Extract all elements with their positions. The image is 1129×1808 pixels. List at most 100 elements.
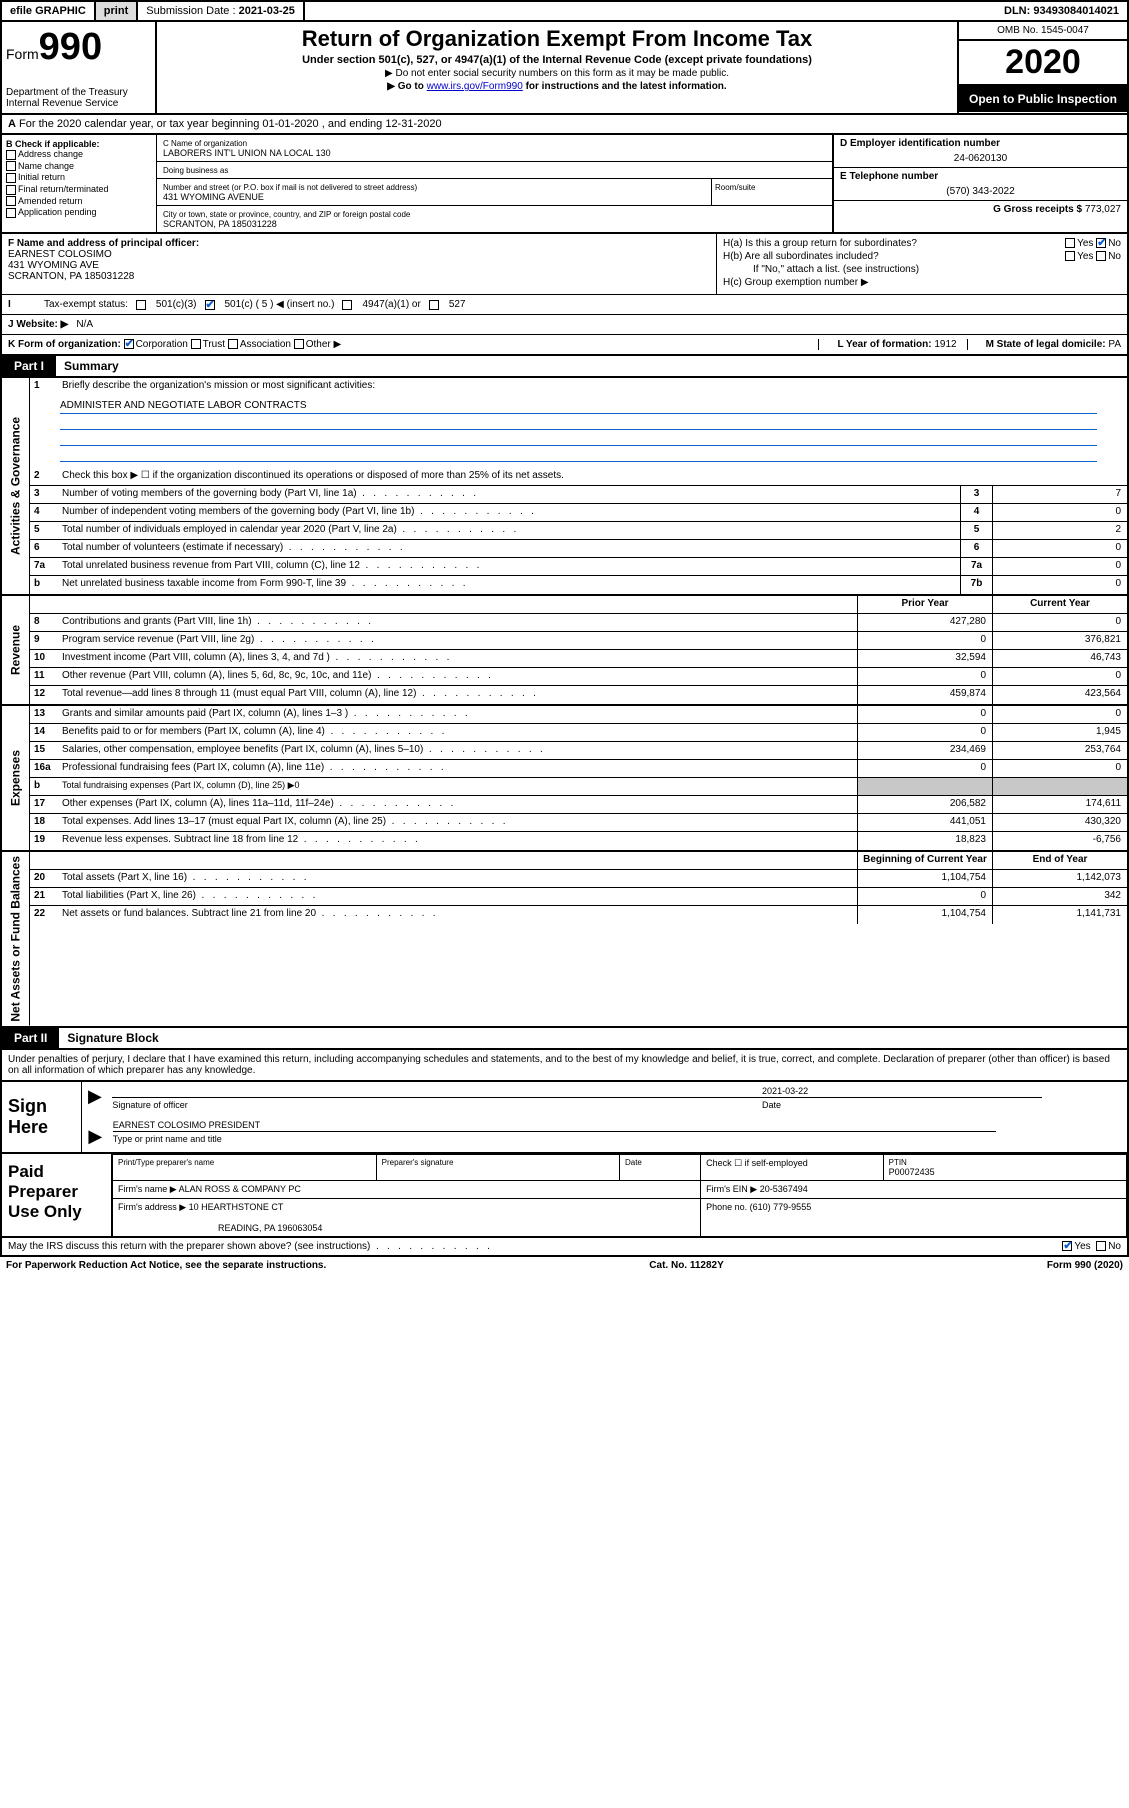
summary-expenses: Expenses 13Grants and similar amounts pa… [0, 706, 1129, 852]
summary-netassets: Net Assets or Fund Balances Beginning of… [0, 852, 1129, 1028]
header-center: Return of Organization Exempt From Incom… [157, 22, 957, 113]
irs-discuss: May the IRS discuss this return with the… [0, 1238, 1129, 1257]
table-row: 8Contributions and grants (Part VIII, li… [30, 614, 1127, 632]
k-corp[interactable] [124, 339, 134, 349]
discuss-no[interactable] [1096, 1241, 1106, 1251]
form-title: Return of Organization Exempt From Incom… [161, 26, 953, 52]
perjury-declaration: Under penalties of perjury, I declare th… [2, 1050, 1127, 1082]
table-row: 21Total liabilities (Part X, line 26)034… [30, 888, 1127, 906]
part2-header: Part II Signature Block [0, 1028, 1129, 1050]
side-governance: Activities & Governance [2, 378, 30, 594]
g-gross-receipts: G Gross receipts $ 773,027 [834, 201, 1127, 231]
room-suite: Room/suite [712, 179, 832, 206]
table-row: 3Number of voting members of the governi… [30, 486, 1127, 504]
k-trust[interactable] [191, 339, 201, 349]
k-other[interactable] [294, 339, 304, 349]
c-name: C Name of organization LABORERS INT'L UN… [157, 135, 832, 162]
table-row: 4Number of independent voting members of… [30, 504, 1127, 522]
ts-527[interactable] [429, 300, 439, 310]
omb-number: OMB No. 1545-0047 [959, 22, 1127, 41]
paid-preparer: Paid Preparer Use Only Print/Type prepar… [2, 1154, 1127, 1236]
d-ein: D Employer identification number 24-0620… [834, 135, 1127, 168]
cb-application-pending[interactable]: Application pending [6, 207, 152, 218]
sign-here: Sign Here ▶ 2021-03-22 Signature of offi… [2, 1082, 1127, 1154]
submission-date: Submission Date : 2021-03-25 [138, 2, 305, 20]
c-city: City or town, state or province, country… [157, 206, 832, 232]
col-deg: D Employer identification number 24-0620… [832, 135, 1127, 232]
ha-no[interactable] [1096, 238, 1106, 248]
table-row: 19Revenue less expenses. Subtract line 1… [30, 832, 1127, 850]
cb-address-change[interactable]: Address change [6, 149, 152, 160]
table-row: 10Investment income (Part VIII, column (… [30, 650, 1127, 668]
efile-label: efile GRAPHIC [2, 2, 96, 20]
table-row: 20Total assets (Part X, line 16)1,104,75… [30, 870, 1127, 888]
part1-header: Part I Summary [0, 356, 1129, 378]
tax-year: 2020 [959, 41, 1127, 86]
print-button[interactable]: print [96, 2, 138, 20]
table-row: 6Total number of volunteers (estimate if… [30, 540, 1127, 558]
row-a: A For the 2020 calendar year, or tax yea… [0, 115, 1129, 135]
arrow-icon: ▶ [88, 1126, 102, 1146]
dln: DLN: 93493084014021 [996, 2, 1127, 20]
table-row: 12Total revenue—add lines 8 through 11 (… [30, 686, 1127, 704]
b-label: B Check if applicable: [6, 139, 152, 149]
inspection-badge: Open to Public Inspection [959, 86, 1127, 112]
ts-4947[interactable] [342, 300, 352, 310]
table-row: bNet unrelated business taxable income f… [30, 576, 1127, 594]
k-assoc[interactable] [228, 339, 238, 349]
table-row: 22Net assets or fund balances. Subtract … [30, 906, 1127, 924]
e-phone: E Telephone number (570) 343-2022 [834, 168, 1127, 201]
form-subtitle: Under section 501(c), 527, or 4947(a)(1)… [161, 54, 953, 66]
form-header: Form990 Department of the Treasury Inter… [0, 22, 1129, 115]
header-right: OMB No. 1545-0047 2020 Open to Public In… [957, 22, 1127, 113]
ha-yes[interactable] [1065, 238, 1075, 248]
hb-yes[interactable] [1065, 251, 1075, 261]
side-revenue: Revenue [2, 596, 30, 704]
signature-section: Under penalties of perjury, I declare th… [0, 1050, 1129, 1238]
summary-revenue: Revenue Prior Year Current Year 8Contrib… [0, 596, 1129, 706]
side-expenses: Expenses [2, 706, 30, 850]
hb-no[interactable] [1096, 251, 1106, 261]
table-row: 11Other revenue (Part VIII, column (A), … [30, 668, 1127, 686]
website-row: J Website: ▶ N/A [0, 315, 1129, 335]
cb-final-return[interactable]: Final return/terminated [6, 184, 152, 195]
section-fh: F Name and address of principal officer:… [0, 234, 1129, 295]
ts-501c3[interactable] [136, 300, 146, 310]
c-street-row: Number and street (or P.O. box if mail i… [157, 179, 832, 206]
c-dba: Doing business as [157, 162, 832, 179]
top-bar: efile GRAPHIC print Submission Date : 20… [0, 0, 1129, 22]
footer: For Paperwork Reduction Act Notice, see … [0, 1257, 1129, 1274]
table-row: 18Total expenses. Add lines 13–17 (must … [30, 814, 1127, 832]
discuss-yes[interactable] [1062, 1241, 1072, 1251]
col-c-org-info: C Name of organization LABORERS INT'L UN… [157, 135, 832, 232]
table-row: 17Other expenses (Part IX, column (A), l… [30, 796, 1127, 814]
side-netassets: Net Assets or Fund Balances [2, 852, 30, 1026]
cb-initial-return[interactable]: Initial return [6, 172, 152, 183]
cb-amended[interactable]: Amended return [6, 196, 152, 207]
table-row: 16aProfessional fundraising fees (Part I… [30, 760, 1127, 778]
table-row: bTotal fundraising expenses (Part IX, co… [30, 778, 1127, 796]
ts-501c[interactable] [205, 300, 215, 310]
cb-name-change[interactable]: Name change [6, 161, 152, 172]
table-row: 5Total number of individuals employed in… [30, 522, 1127, 540]
table-row: 14Benefits paid to or for members (Part … [30, 724, 1127, 742]
table-row: 13Grants and similar amounts paid (Part … [30, 706, 1127, 724]
arrow-icon: ▶ [88, 1086, 102, 1106]
f-principal-officer: F Name and address of principal officer:… [2, 234, 717, 294]
table-row: 7aTotal unrelated business revenue from … [30, 558, 1127, 576]
summary-governance: Activities & Governance 1 Briefly descri… [0, 378, 1129, 596]
header-left: Form990 Department of the Treasury Inter… [2, 22, 157, 113]
section-bcdeg: B Check if applicable: Address change Na… [0, 135, 1129, 234]
table-row: 15Salaries, other compensation, employee… [30, 742, 1127, 760]
table-row: 9Program service revenue (Part VIII, lin… [30, 632, 1127, 650]
k-form-row: K Form of organization: Corporation Trus… [0, 335, 1129, 356]
form-number: Form990 [6, 26, 151, 69]
col-b-checkboxes: B Check if applicable: Address change Na… [2, 135, 157, 232]
hc-exemption: H(c) Group exemption number ▶ [723, 277, 1121, 288]
form-note1: ▶ Do not enter social security numbers o… [161, 68, 953, 79]
mission-box: ADMINISTER AND NEGOTIATE LABOR CONTRACTS [30, 396, 1127, 468]
h-group-return: H(a) Is this a group return for subordin… [717, 234, 1127, 294]
dept-label: Department of the Treasury Internal Reve… [6, 87, 151, 109]
form990-link[interactable]: www.irs.gov/Form990 [427, 81, 523, 92]
form-note2: ▶ Go to www.irs.gov/Form990 for instruct… [161, 81, 953, 92]
